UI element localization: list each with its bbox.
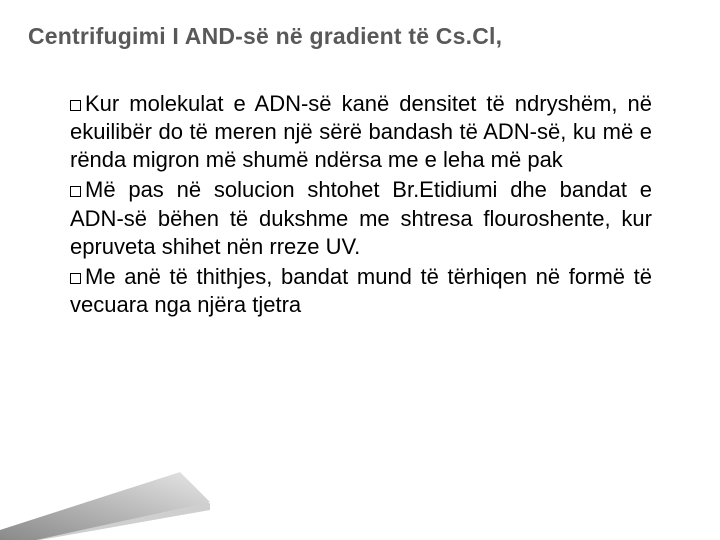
bullet-text: Më pas në solucion shtohet Br.Etidiumi d… (70, 177, 652, 258)
slide: { "title": { "text": "Centrifugimi I AND… (0, 0, 720, 540)
bullet-text: Me anë të thithjes, bandat mund të tërhi… (70, 264, 652, 317)
slide-body: Kur molekulat e ADN-së kanë densitet të … (70, 90, 652, 321)
bullet-item: Me anë të thithjes, bandat mund të tërhi… (70, 263, 652, 319)
wedge-shadow (0, 478, 210, 540)
bullet-text: Kur molekulat e ADN-së kanë densitet të … (70, 91, 652, 172)
bullet-item: Më pas në solucion shtohet Br.Etidiumi d… (70, 176, 652, 260)
corner-wedge-icon (0, 462, 210, 540)
bullet-square-icon (70, 186, 81, 197)
bullet-square-icon (70, 273, 81, 284)
slide-title: Centrifugimi I AND-së në gradient të Cs.… (28, 22, 680, 51)
wedge-main (0, 472, 210, 540)
bullet-square-icon (70, 100, 81, 111)
bullet-item: Kur molekulat e ADN-së kanë densitet të … (70, 90, 652, 174)
